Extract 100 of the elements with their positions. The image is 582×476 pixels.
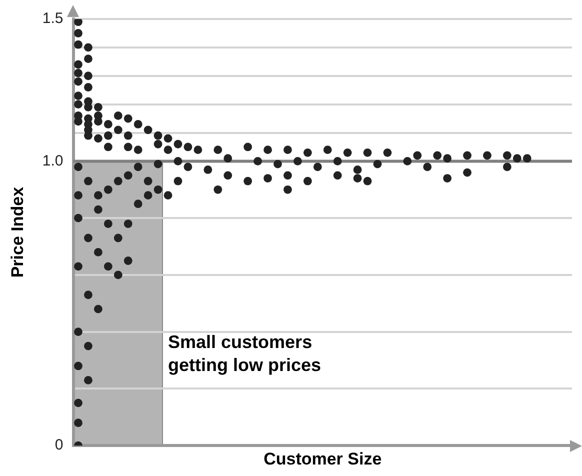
point [74,362,82,370]
point [74,29,82,38]
point [264,146,272,154]
point [94,248,102,256]
point [463,168,472,177]
point [94,111,102,120]
point [154,160,162,168]
point [134,146,142,154]
point [104,220,112,228]
point [114,111,122,120]
point [293,157,302,166]
point [74,398,82,408]
point [104,185,112,194]
point [214,146,222,154]
x-axis-title: Customer Size [264,449,382,468]
point [124,131,132,140]
point [74,214,82,222]
point [84,376,92,384]
point [74,40,82,49]
point [114,126,122,134]
point [274,160,282,168]
point [74,60,82,69]
point [284,171,292,180]
point [264,174,272,182]
point [74,418,82,428]
point [303,176,312,186]
point [84,43,92,52]
point [174,176,182,186]
point [144,191,152,200]
point [443,154,452,163]
point [204,166,212,174]
point [134,200,142,208]
point [124,114,132,123]
point [94,205,102,214]
point [224,154,232,163]
point [74,100,82,109]
point [104,262,112,271]
point [74,92,82,100]
point [224,171,232,180]
point [303,148,312,157]
point [363,176,372,186]
point [403,157,412,166]
point [164,134,172,143]
point [94,191,102,200]
point [74,191,82,200]
point [74,328,82,336]
point [323,146,332,154]
point [463,151,472,160]
point [74,162,82,172]
point [353,174,362,182]
point [363,148,372,157]
point [174,157,182,166]
point [184,142,192,152]
point [84,290,92,300]
y-tick-label: 1.5 [42,10,64,28]
point [114,176,122,186]
point [154,131,162,140]
point [124,256,132,265]
point [174,140,182,148]
point [84,176,92,186]
point [144,126,152,134]
point [134,162,142,172]
annotation: Small customers getting low prices [168,332,322,376]
point [284,185,292,194]
point [94,134,102,143]
point [214,185,222,194]
point [124,142,132,152]
point [84,342,92,350]
point [104,142,112,152]
point [154,140,162,148]
point [94,102,102,112]
point [343,148,352,157]
point [74,19,82,26]
y-axis-title: Price Index [8,186,27,278]
point [433,151,442,160]
point [502,151,512,160]
point [244,176,252,186]
point [512,154,522,163]
point [74,111,82,120]
point [502,162,512,172]
point [94,304,102,314]
point [164,146,172,154]
point [144,176,152,186]
point [84,234,92,242]
point [114,234,122,242]
point [84,72,92,80]
point [333,171,342,180]
point [383,148,392,157]
y-tick-label: 0 [54,436,64,454]
y-tick-label: 1.0 [42,152,64,170]
point [154,185,162,194]
point [194,146,202,154]
point [284,146,292,154]
point [104,120,112,128]
point [244,142,252,152]
point [254,157,262,166]
point [313,162,322,172]
point [413,151,422,160]
point [373,160,382,168]
point [134,120,142,128]
